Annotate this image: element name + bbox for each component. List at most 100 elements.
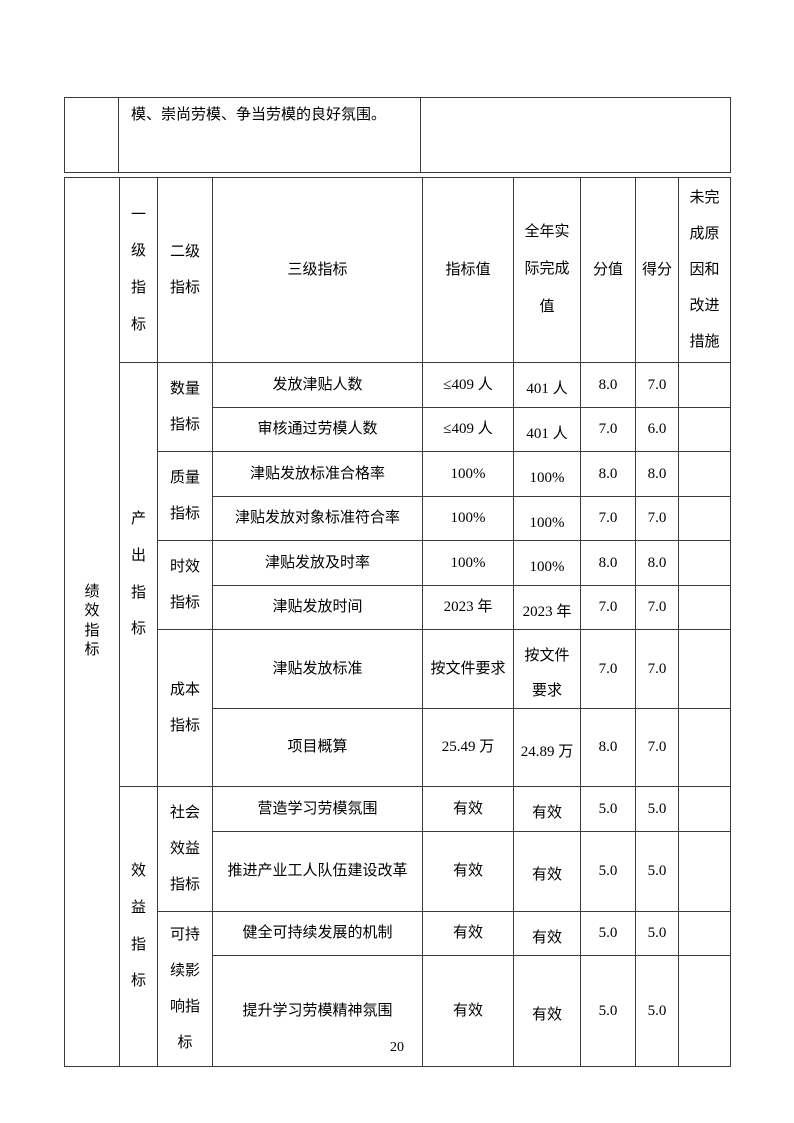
- cell-indicator: 津贴发放标准: [212, 629, 423, 709]
- cell-score-max: 8.0: [580, 451, 636, 497]
- cell-indicator: 推进产业工人队伍建设改革: [212, 830, 423, 912]
- cell-score: 6.0: [635, 406, 679, 452]
- cell-score: 7.0: [635, 362, 679, 408]
- cell-score-max: 5.0: [580, 786, 636, 832]
- cell-target: 按文件要求: [422, 629, 514, 709]
- cell-indicator: 发放津贴人数: [212, 362, 423, 408]
- cell-score: 7.0: [635, 708, 679, 787]
- table-row: 时效指标 津贴发放及时率 100% 100% 8.0 8.0: [65, 540, 731, 630]
- cell-score: 7.0: [635, 584, 679, 630]
- cell-note: [678, 955, 731, 1067]
- cell-score: 8.0: [635, 451, 679, 497]
- rowheader-performance-indicators-label: 绩效指标: [84, 583, 100, 659]
- cell-score-max: 5.0: [580, 955, 636, 1067]
- cell-score-max: 8.0: [580, 362, 636, 408]
- cell-target: 有效: [422, 910, 514, 956]
- cell-score-max: 8.0: [580, 708, 636, 787]
- cell-actual: 24.89 万: [513, 708, 581, 787]
- cell-indicator: 项目概算: [212, 708, 423, 787]
- header-level3: 三级指标: [212, 177, 423, 363]
- cell-score-max: 7.0: [580, 584, 636, 630]
- cell-score: 5.0: [635, 910, 679, 956]
- cell-note: [678, 362, 731, 408]
- subgroup-quality: 质量指标: [157, 451, 213, 541]
- cell-note: [678, 584, 731, 630]
- header-target-value: 指标值: [422, 177, 514, 363]
- cell-score: 5.0: [635, 955, 679, 1067]
- cell-indicator: 提升学习劳模精神氛围: [212, 955, 423, 1067]
- subgroup-cost: 成本指标: [157, 629, 213, 787]
- cell-target: 有效: [422, 830, 514, 912]
- cell-actual: 有效: [513, 955, 581, 1067]
- cell-actual: 401 人: [513, 406, 581, 452]
- cell-target: 2023 年: [422, 584, 514, 630]
- cell-score: 7.0: [635, 495, 679, 541]
- cell-indicator: 津贴发放及时率: [212, 540, 423, 586]
- cell-actual: 有效: [513, 786, 581, 832]
- cell-note: [678, 910, 731, 956]
- table-row: 成本指标 津贴发放标准 按文件要求 按文件要求 7.0 7.0: [65, 629, 731, 787]
- cell-target: 100%: [422, 540, 514, 586]
- cell-indicator: 审核通过劳模人数: [212, 406, 423, 452]
- subgroup-sustainability: 可持续影响指标: [157, 910, 213, 1067]
- cell-actual: 100%: [513, 540, 581, 586]
- cell-score: 7.0: [635, 629, 679, 709]
- cell-indicator: 健全可持续发展的机制: [212, 910, 423, 956]
- cell-actual: 按文件要求: [513, 629, 581, 709]
- cell-note: [678, 830, 731, 912]
- cell-note: [678, 406, 731, 452]
- performance-indicator-table: 绩效指标 一级指标 二级指标 三级指标 指标值 全年实际完成值 分值 得分 未完…: [64, 177, 731, 1067]
- cell-note: [678, 451, 731, 497]
- page-number: 20: [390, 1040, 404, 1055]
- cell-score: 5.0: [635, 830, 679, 912]
- cell-indicator: 津贴发放标准合格率: [212, 451, 423, 497]
- table-row: 津贴发放对象标准符合率 100% 100% 7.0 7.0: [65, 495, 731, 541]
- subgroup-social-benefit: 社会效益指标: [157, 786, 213, 912]
- header-note: 未完成原因和改进措施: [678, 177, 731, 363]
- table-row: 提升学习劳模精神氛围 有效 有效 5.0 5.0: [65, 955, 731, 1067]
- table-row: 产出指标 数量指标 发放津贴人数 ≤409 人 401 人 8.0 7.0: [65, 362, 731, 787]
- group-output-indicators: 产出指标: [119, 362, 158, 787]
- continuation-text: 模、崇尚劳模、争当劳模的良好氛围。: [131, 107, 387, 123]
- cell-note: [678, 708, 731, 787]
- cell-target: 有效: [422, 955, 514, 1067]
- table-row: 效益指标 社会效益指标 营造学习劳模氛围 有效 有效 5.0 5.0: [65, 786, 731, 1067]
- cell-note: [678, 629, 731, 709]
- continuation-left-cell: [64, 97, 119, 173]
- cell-note: [678, 495, 731, 541]
- cell-actual: 2023 年: [513, 584, 581, 630]
- cell-score-max: 7.0: [580, 629, 636, 709]
- table-row: 津贴发放时间 2023 年 2023 年 7.0 7.0: [65, 584, 731, 630]
- cell-indicator: 津贴发放时间: [212, 584, 423, 630]
- cell-actual: 有效: [513, 910, 581, 956]
- cell-actual: 100%: [513, 495, 581, 541]
- cell-actual: 100%: [513, 451, 581, 497]
- subgroup-quantity: 数量指标: [157, 362, 213, 452]
- header-actual-value: 全年实际完成值: [513, 177, 581, 363]
- cell-indicator: 津贴发放对象标准符合率: [212, 495, 423, 541]
- cell-note: [678, 540, 731, 586]
- table-row: 审核通过劳模人数 ≤409 人 401 人 7.0 6.0: [65, 406, 731, 452]
- subgroup-timeliness: 时效指标: [157, 540, 213, 630]
- table-row: 可持续影响指标 健全可持续发展的机制 有效 有效 5.0 5.0: [65, 910, 731, 1067]
- continuation-table: 模、崇尚劳模、争当劳模的良好氛围。: [64, 97, 731, 173]
- cell-score-max: 8.0: [580, 540, 636, 586]
- cell-target: 100%: [422, 451, 514, 497]
- cell-score-max: 5.0: [580, 910, 636, 956]
- continuation-right-cell: [420, 97, 731, 173]
- cell-score: 8.0: [635, 540, 679, 586]
- table-row: 项目概算 25.49 万 24.89 万 8.0 7.0: [65, 708, 731, 787]
- cell-target: 100%: [422, 495, 514, 541]
- continuation-text-cell: 模、崇尚劳模、争当劳模的良好氛围。: [118, 97, 421, 173]
- cell-indicator: 营造学习劳模氛围: [212, 786, 423, 832]
- cell-note: [678, 786, 731, 832]
- cell-actual: 有效: [513, 830, 581, 912]
- cell-score-max: 7.0: [580, 495, 636, 541]
- cell-score-max: 5.0: [580, 830, 636, 912]
- table-row: 质量指标 津贴发放标准合格率 100% 100% 8.0 8.0: [65, 451, 731, 541]
- cell-score-max: 7.0: [580, 406, 636, 452]
- cell-target: 25.49 万: [422, 708, 514, 787]
- rowheader-performance-indicators: 绩效指标: [64, 177, 120, 1067]
- group-benefit-indicators: 效益指标: [119, 786, 158, 1067]
